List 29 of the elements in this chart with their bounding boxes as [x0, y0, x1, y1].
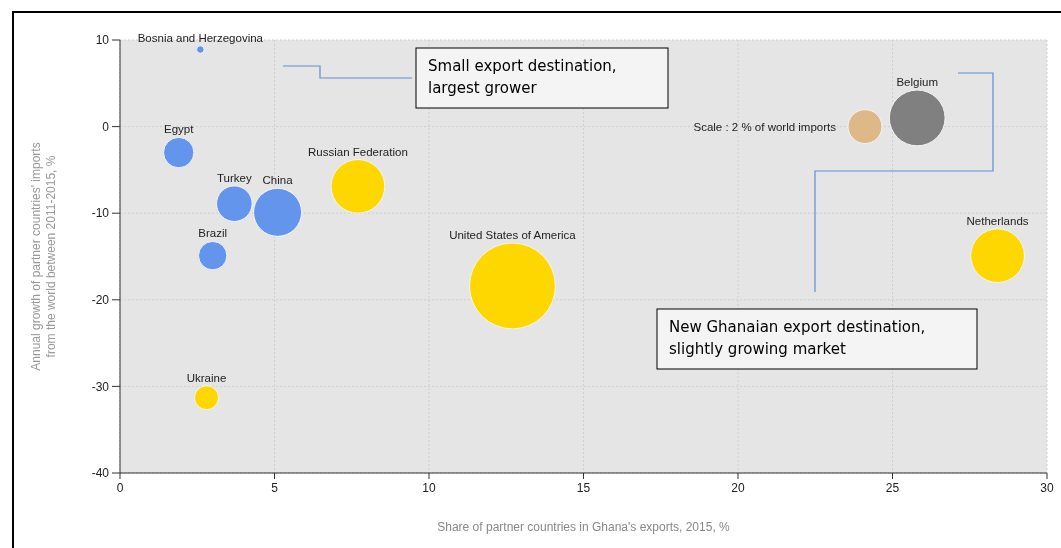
x-tick-label: 25	[885, 481, 900, 495]
series-label: Belgium	[896, 76, 938, 89]
legend-label: Scale : 2 % of world imports	[693, 120, 837, 133]
series-label: Bosnia and Herzegovina	[137, 31, 264, 44]
series-label: Turkey	[216, 171, 252, 184]
y-tick-label: 0	[102, 119, 110, 134]
series-label: Netherlands	[966, 214, 1029, 227]
series-label: United States of America	[449, 229, 577, 242]
x-tick-label: 5	[271, 481, 279, 495]
x-tick-label: 30	[1040, 481, 1054, 495]
x-tick-label: 10	[422, 481, 436, 495]
x-tick-label: 20	[731, 481, 745, 495]
y-tick-label: -30	[91, 379, 110, 394]
y-axis-title: Annual growth of partner countries' imports from the world between 2011-2015, %	[29, 142, 58, 371]
y-tick-label: -20	[91, 293, 110, 307]
series-label: Russian Federation	[308, 145, 408, 158]
size-legend: Scale : 2 % of world imports	[693, 109, 883, 145]
series-label: Ukraine	[186, 371, 227, 384]
x-tick-label: 15	[576, 481, 591, 495]
x-axis-title: Share of partner countries in Ghana's exports, 2015, %	[437, 520, 731, 534]
series-label: Brazil	[198, 227, 228, 240]
series-label: China	[262, 174, 294, 187]
y-tick-label: 10	[95, 33, 110, 48]
annotation: Small export destination, largest grower	[428, 57, 617, 97]
x-tick-label: 0	[116, 481, 124, 495]
series-label: Egypt	[164, 123, 195, 136]
y-tick-label: -10	[91, 206, 110, 221]
annotation: New Ghanaian export destination, slightly growing market	[669, 318, 926, 358]
y-tick-label: -40	[91, 466, 110, 481]
